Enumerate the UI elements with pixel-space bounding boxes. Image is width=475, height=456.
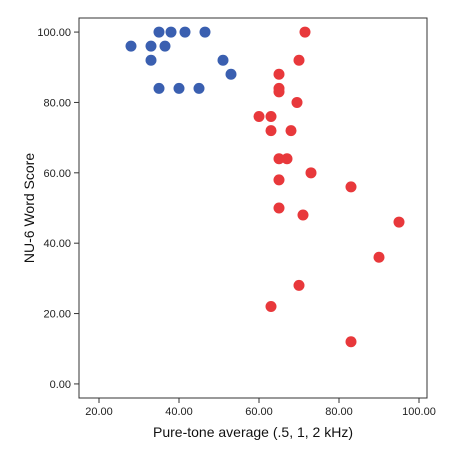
data-point — [173, 82, 185, 94]
x-tick-label: 20.00 — [85, 406, 113, 418]
x-tick-label: 40.00 — [165, 406, 193, 418]
data-points — [125, 26, 405, 348]
data-point — [153, 26, 165, 38]
data-point — [145, 54, 157, 66]
data-point — [217, 54, 229, 66]
y-tick-label: 0.00 — [50, 379, 71, 391]
x-tick-label: 80.00 — [325, 406, 353, 418]
data-point — [291, 96, 303, 108]
data-point — [305, 167, 317, 179]
data-point — [273, 68, 285, 80]
data-point — [297, 209, 309, 221]
data-point — [293, 54, 305, 66]
data-point — [273, 202, 285, 214]
data-point — [265, 125, 277, 137]
data-point — [393, 216, 405, 228]
y-tick-label: 60.00 — [43, 168, 71, 180]
data-point — [265, 301, 277, 313]
y-tick-label: 40.00 — [43, 238, 71, 250]
x-tick-label: 60.00 — [245, 406, 273, 418]
y-axis-title: NU-6 Word Score — [21, 153, 37, 263]
data-point — [299, 26, 311, 38]
data-point — [273, 153, 285, 165]
data-point — [225, 68, 237, 80]
data-point — [273, 174, 285, 186]
data-point — [345, 336, 357, 348]
plot-frame — [78, 17, 428, 399]
data-point — [179, 26, 191, 38]
data-point — [165, 26, 177, 38]
data-point — [159, 40, 171, 52]
data-point — [145, 40, 157, 52]
data-point — [193, 82, 205, 94]
data-point — [345, 181, 357, 193]
data-point — [125, 40, 137, 52]
data-point — [199, 26, 211, 38]
data-point — [265, 111, 277, 123]
x-tick-label: 100.00 — [402, 406, 436, 418]
data-point — [373, 251, 385, 263]
data-point — [273, 86, 285, 98]
y-tick-label: 100.00 — [37, 27, 71, 39]
data-point — [285, 125, 297, 137]
data-point — [293, 279, 305, 291]
data-point — [281, 153, 293, 165]
y-tick-label: 80.00 — [43, 97, 71, 109]
x-axis-title: Pure-tone average (.5, 1, 2 kHz) — [153, 424, 353, 440]
data-point — [253, 111, 265, 123]
y-axis-ticks: 0.00 20.00 40.00 60.00 80.00 100.00 — [37, 27, 79, 391]
data-point — [153, 82, 165, 94]
x-axis-ticks: 20.00 40.00 60.00 80.00 100.00 — [85, 398, 436, 418]
y-tick-label: 20.00 — [43, 309, 71, 321]
